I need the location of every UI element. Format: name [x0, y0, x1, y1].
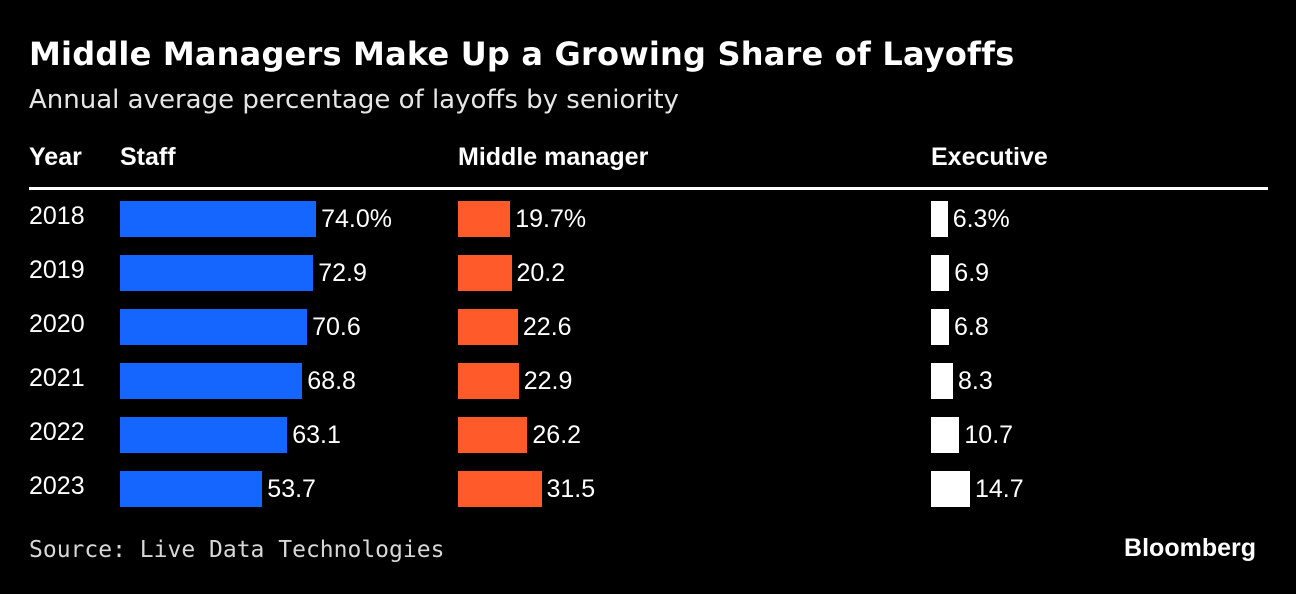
- bar-executive-2020: [931, 309, 949, 345]
- header-divider: [29, 187, 1268, 190]
- value-label-staff-2023: 53.7: [267, 475, 316, 503]
- bar-executive-2022: [931, 417, 960, 453]
- year-label: 2020: [29, 310, 85, 338]
- bar-executive-2021: [931, 363, 953, 399]
- bar-staff-2023: [120, 471, 263, 507]
- bar-staff-2022: [120, 417, 288, 453]
- bar-staff-2020: [120, 309, 308, 345]
- bar-middle-manager-2019: [458, 255, 512, 291]
- year-label: 2023: [29, 472, 85, 500]
- chart-title: Middle Managers Make Up a Growing Share …: [29, 35, 1015, 73]
- bar-middle-manager-2018: [458, 201, 511, 237]
- bar-middle-manager-2020: [458, 309, 518, 345]
- column-header-staff: Staff: [120, 143, 176, 171]
- bar-executive-2023: [931, 471, 970, 507]
- value-label-staff-2022: 63.1: [292, 421, 341, 449]
- value-label-staff-2020: 70.6: [312, 313, 361, 341]
- column-header-executive: Executive: [931, 143, 1048, 171]
- value-label-executive-2019: 6.9: [954, 259, 990, 287]
- value-label-executive-2023: 14.7: [975, 475, 1024, 503]
- value-label-staff-2019: 72.9: [318, 259, 367, 287]
- value-label-middle-manager-2018: 19.7%: [515, 205, 587, 233]
- value-label-middle-manager-2020: 22.6: [522, 313, 572, 341]
- value-label-executive-2021: 8.3: [958, 367, 993, 395]
- year-label: 2018: [29, 202, 85, 230]
- year-label: 2021: [29, 364, 85, 392]
- bloomberg-logo: Bloomberg: [1124, 534, 1256, 562]
- chart-subtitle: Annual average percentage of layoffs by …: [29, 85, 679, 115]
- value-label-executive-2018: 6.3%: [952, 205, 1010, 233]
- source-note: Source: Live Data Technologies: [29, 537, 445, 563]
- value-label-staff-2018: 74.0%: [321, 205, 392, 233]
- column-header-year: Year: [29, 143, 82, 171]
- bar-staff-2019: [120, 255, 314, 291]
- bar-executive-2018: [931, 201, 948, 237]
- value-label-staff-2021: 68.8: [307, 367, 356, 395]
- value-label-middle-manager-2019: 20.2: [516, 259, 566, 287]
- value-label-middle-manager-2021: 22.9: [523, 367, 573, 395]
- year-label: 2019: [29, 256, 85, 284]
- bar-middle-manager-2022: [458, 417, 528, 453]
- value-label-executive-2022: 10.7: [964, 421, 1014, 449]
- bar-staff-2018: [120, 201, 317, 237]
- year-label: 2022: [29, 418, 85, 446]
- value-label-middle-manager-2022: 26.2: [532, 421, 582, 449]
- value-label-middle-manager-2023: 31.5: [546, 475, 596, 503]
- bar-middle-manager-2023: [458, 471, 542, 507]
- value-label-executive-2020: 6.8: [954, 313, 989, 341]
- bar-executive-2019: [931, 255, 950, 291]
- bar-staff-2021: [120, 363, 303, 399]
- column-header-middle-manager: Middle manager: [458, 143, 649, 171]
- bar-middle-manager-2021: [458, 363, 519, 399]
